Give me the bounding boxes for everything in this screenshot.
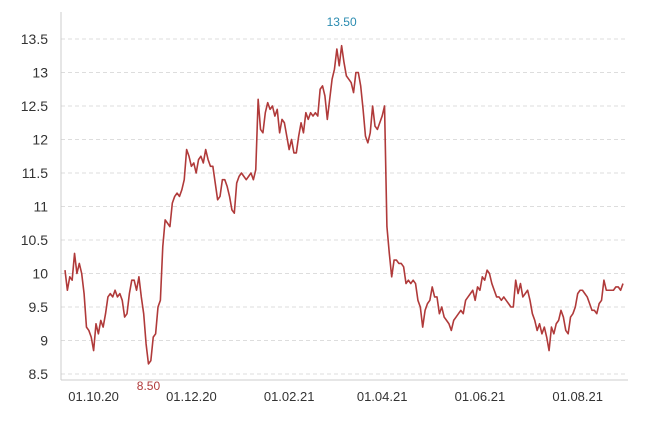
x-tick-label: 01.02.21 — [264, 389, 315, 404]
max-annotation: 13.50 — [327, 15, 357, 29]
y-tick-label: 8.5 — [29, 366, 49, 382]
y-tick-label: 13 — [32, 65, 48, 81]
x-tick-label: 01.12.20 — [166, 389, 217, 404]
y-tick-labels: 8.5 9 9.5 10 10.5 11 11.5 12 12.5 13 13.5 — [21, 31, 48, 382]
x-tick-labels: 01.10.20 01.12.20 01.02.21 01.04.21 01.06.21… — [68, 389, 603, 404]
price-series-line — [64, 44, 624, 365]
y-tick-label: 10.5 — [21, 232, 48, 248]
y-gridlines — [61, 38, 628, 375]
y-tick-label: 9 — [40, 333, 48, 349]
x-tick-label: 01.08.21 — [552, 389, 603, 404]
x-tick-label: 01.10.20 — [68, 389, 119, 404]
y-tick-label: 13.5 — [21, 31, 48, 47]
y-tick-label: 11 — [33, 199, 48, 215]
x-tick-label: 01.06.21 — [455, 389, 506, 404]
y-tick-label: 9.5 — [29, 299, 49, 315]
y-tick-label: 10 — [32, 266, 48, 282]
y-tick-label: 12 — [32, 132, 48, 148]
y-tick-label: 11.5 — [22, 165, 48, 181]
y-tick-label: 12.5 — [21, 98, 48, 114]
x-tick-label: 01.04.21 — [357, 389, 408, 404]
extrema-annotations: 13.50 8.50 — [137, 15, 357, 393]
min-annotation: 8.50 — [137, 379, 161, 393]
